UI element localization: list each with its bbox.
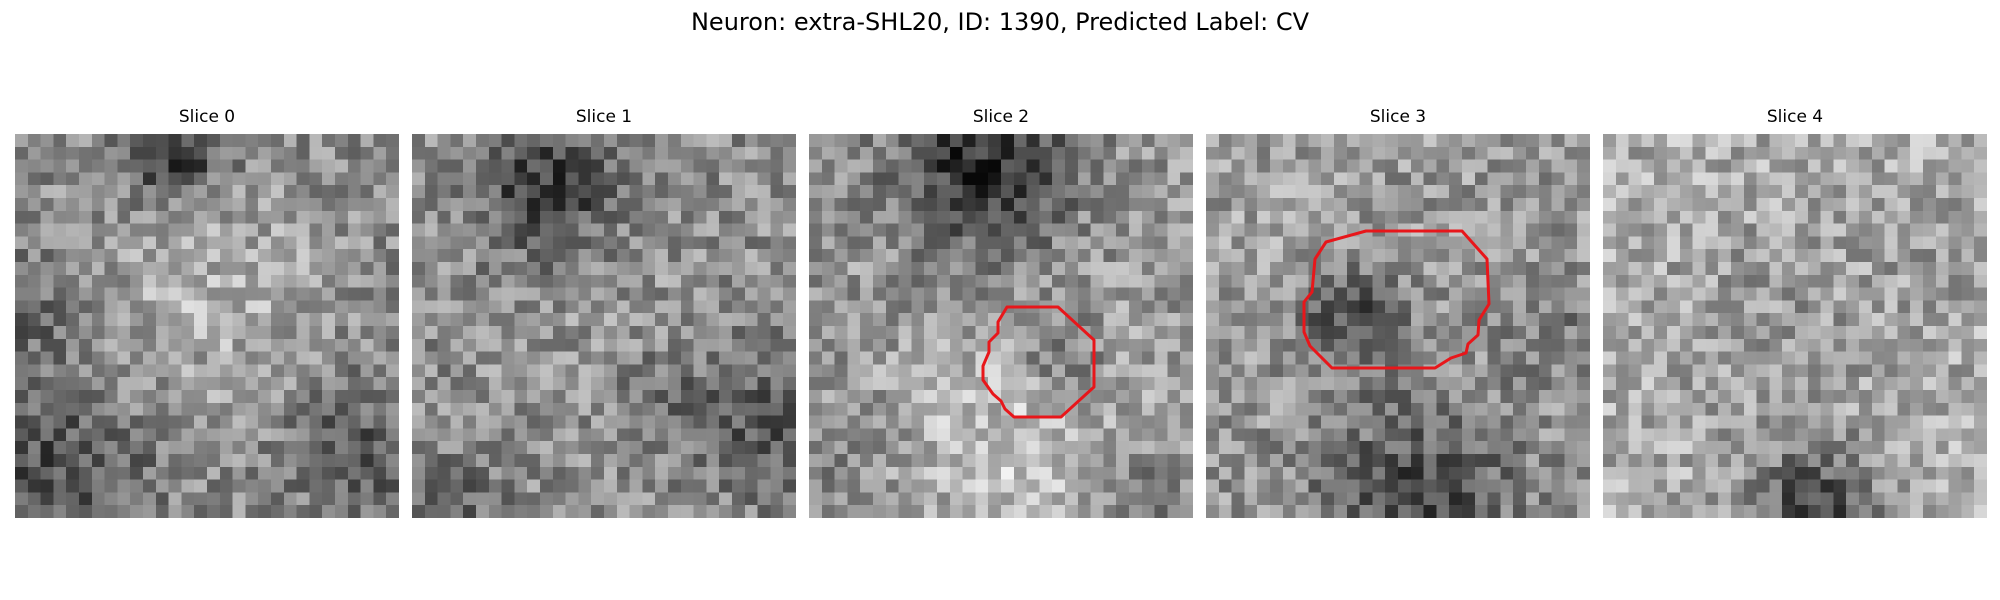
slice-image-4: [1603, 134, 1987, 518]
slice-pixels-4: [1603, 134, 1987, 518]
slice-title-4: Slice 4: [1766, 107, 1824, 127]
slice-image-0: [15, 134, 399, 518]
slice-panel-4: Slice 4: [1603, 107, 1987, 518]
slice-image-3: [1206, 134, 1590, 518]
slice-image-2: [809, 134, 1193, 518]
roi-outline-2: [981, 305, 1096, 419]
slice-title-1: Slice 1: [575, 107, 633, 127]
slice-panel-3: Slice 3: [1206, 107, 1590, 518]
slice-pixels-1: [412, 134, 796, 518]
slice-panel-2: Slice 2: [809, 107, 1193, 518]
roi-outline-3: [1302, 229, 1491, 370]
roi-contour-2: [981, 305, 1096, 419]
slice-title-0: Slice 0: [178, 107, 236, 127]
slice-image-1: [412, 134, 796, 518]
slice-pixels-3: [1206, 134, 1590, 518]
slice-pixels-2: [809, 134, 1193, 518]
slice-title-3: Slice 3: [1369, 107, 1427, 127]
slice-title-2: Slice 2: [972, 107, 1030, 127]
slice-pixels-0: [15, 134, 399, 518]
slice-panel-1: Slice 1: [412, 107, 796, 518]
slice-panel-0: Slice 0: [15, 107, 399, 518]
roi-contour-3: [1302, 229, 1491, 370]
figure-title: Neuron: extra-SHL20, ID: 1390, Predicted…: [690, 8, 1310, 36]
